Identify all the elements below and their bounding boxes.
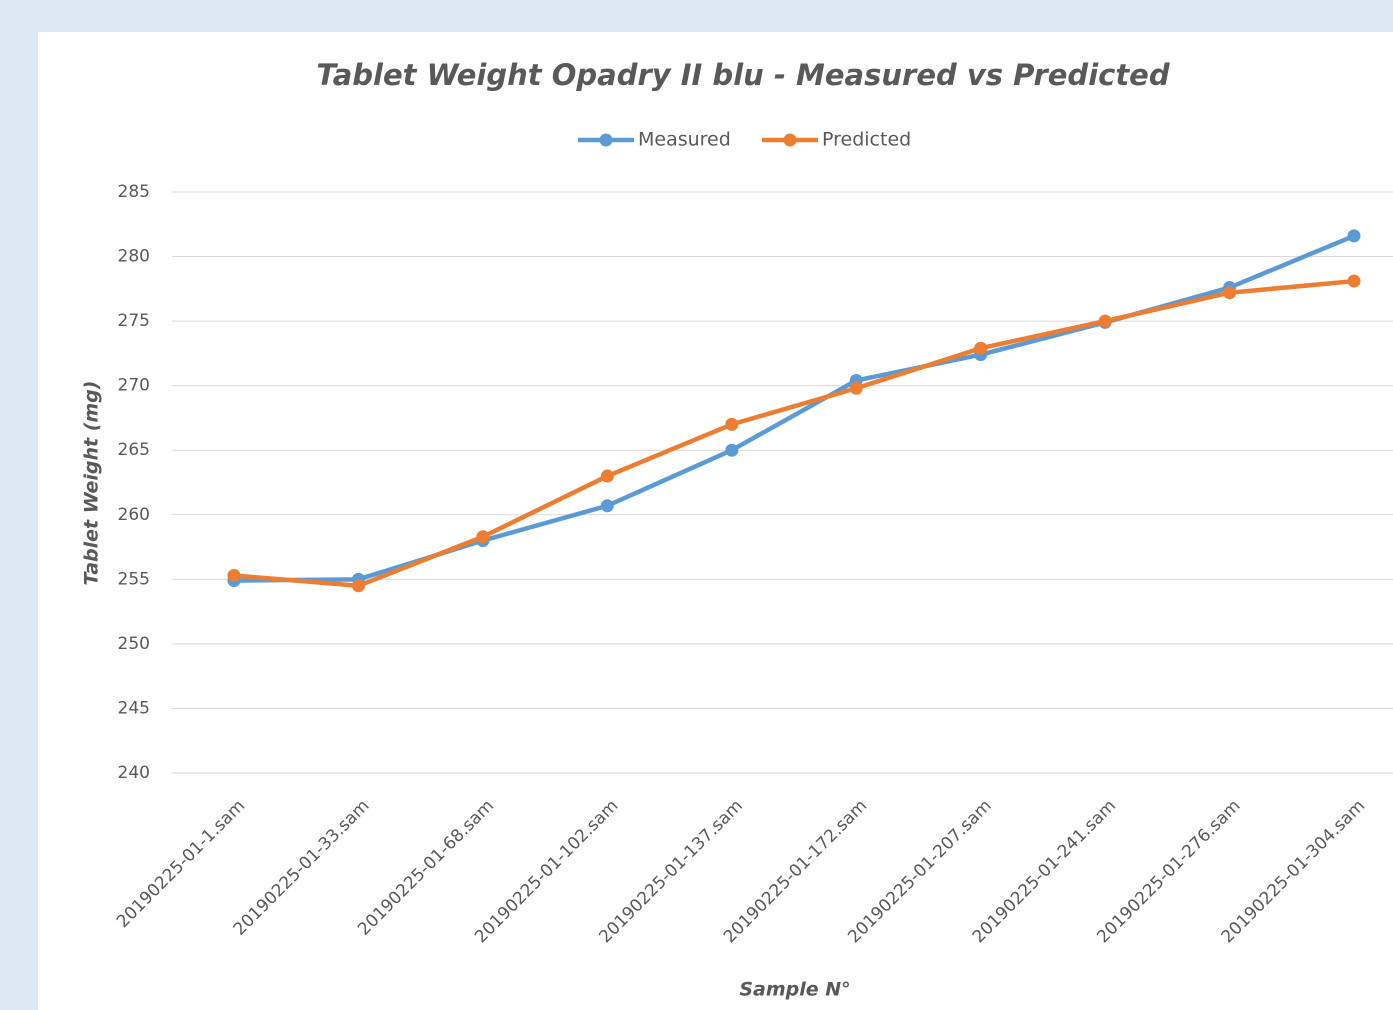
data-point bbox=[974, 341, 988, 355]
chart-title: Tablet Weight Opadry II blu - Measured v… bbox=[316, 58, 1169, 92]
data-point bbox=[227, 568, 241, 582]
y-tick-label: 245 bbox=[118, 698, 150, 718]
y-tick-label: 260 bbox=[118, 505, 150, 525]
x-axis-title: Sample N° bbox=[739, 979, 850, 1001]
y-tick-label: 250 bbox=[118, 634, 150, 654]
data-point bbox=[1223, 286, 1237, 300]
legend-marker bbox=[599, 133, 613, 147]
data-point bbox=[1347, 274, 1361, 288]
y-tick-label: 280 bbox=[118, 247, 150, 267]
data-point bbox=[1098, 314, 1112, 328]
y-tick-label: 285 bbox=[118, 182, 150, 202]
data-point bbox=[849, 381, 863, 395]
data-point bbox=[725, 443, 739, 457]
legend-label: Measured bbox=[638, 129, 731, 151]
y-axis-title: Tablet Weight (mg) bbox=[81, 381, 103, 586]
y-tick-label: 240 bbox=[118, 763, 150, 783]
chart-panel bbox=[38, 32, 1393, 1010]
y-tick-label: 265 bbox=[118, 440, 150, 460]
data-point bbox=[351, 579, 365, 593]
data-point bbox=[725, 417, 739, 431]
legend-marker bbox=[783, 133, 797, 147]
y-tick-label: 275 bbox=[118, 311, 150, 331]
series-line bbox=[233, 278, 1355, 589]
data-point bbox=[1347, 229, 1361, 243]
legend-label: Predicted bbox=[822, 129, 911, 151]
y-tick-label: 255 bbox=[118, 569, 150, 589]
y-tick-label: 270 bbox=[118, 376, 150, 396]
data-point bbox=[600, 469, 614, 483]
data-point bbox=[600, 499, 614, 513]
data-point bbox=[476, 530, 490, 544]
